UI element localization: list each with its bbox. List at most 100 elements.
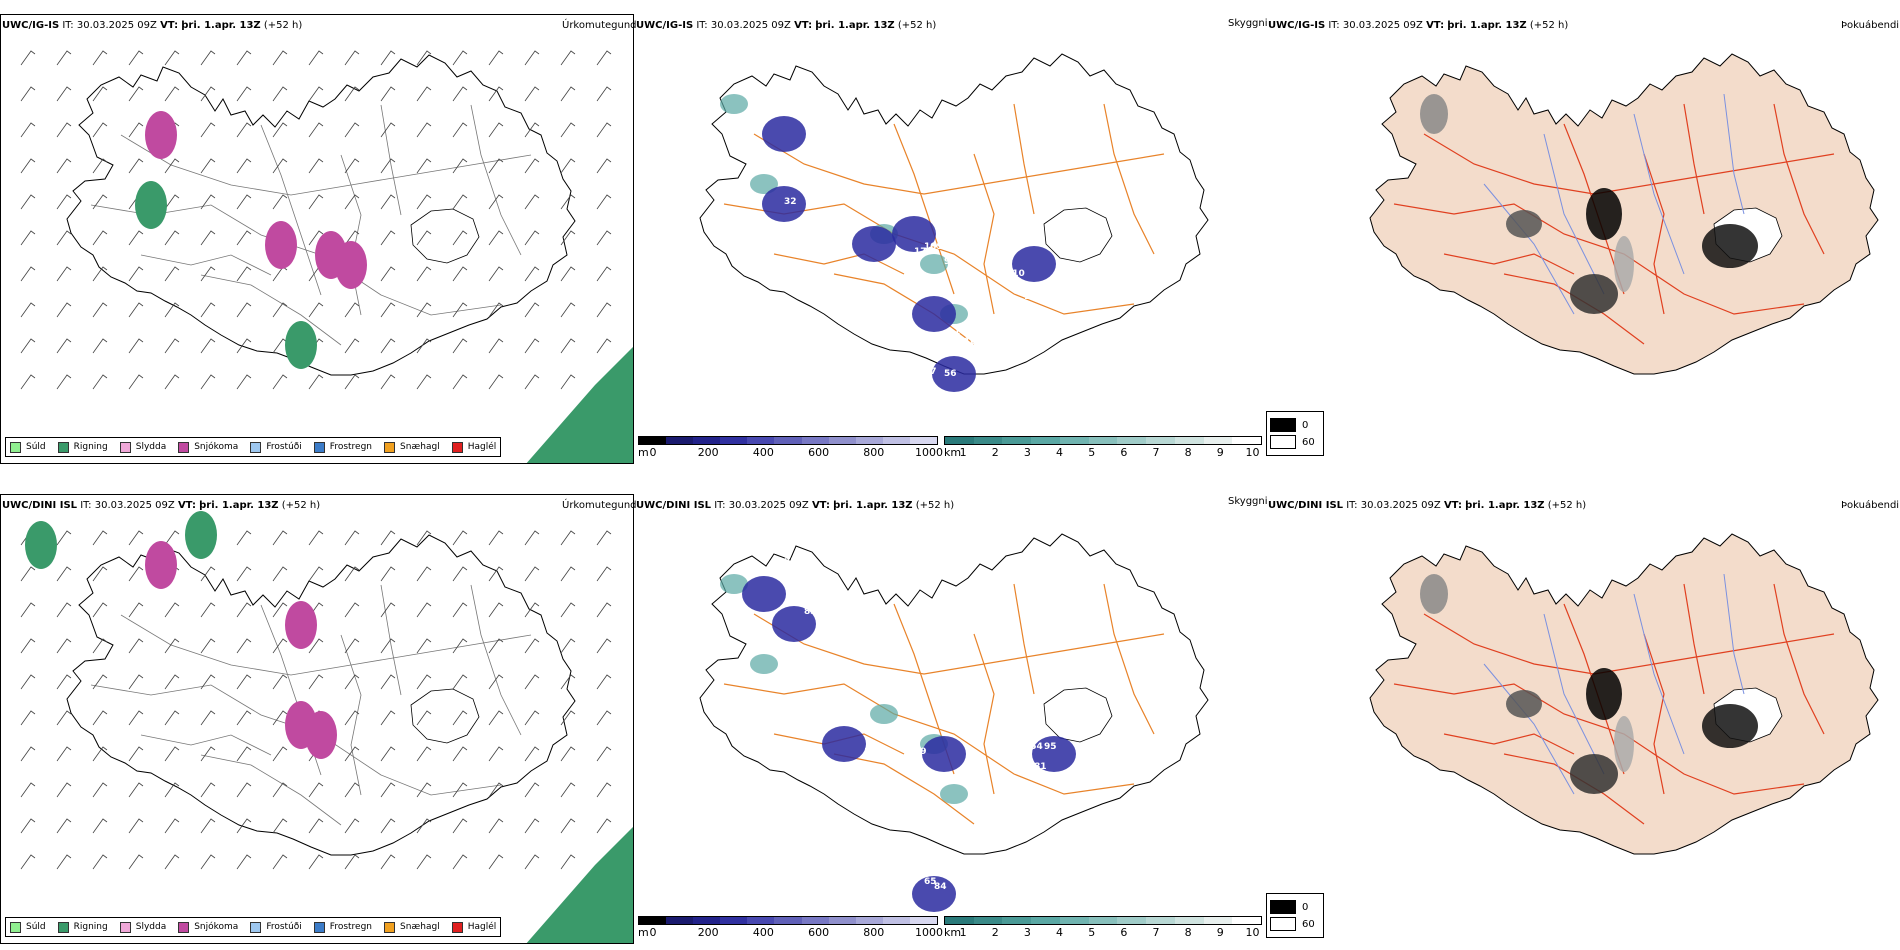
precip-area xyxy=(526,347,633,463)
wind-barb xyxy=(236,50,252,66)
wind-barb xyxy=(380,374,396,390)
wind-barb xyxy=(560,602,576,618)
wind-barb xyxy=(452,338,468,354)
wind-barb xyxy=(344,746,360,762)
wind-barb xyxy=(416,194,432,210)
wind-barb xyxy=(488,530,504,546)
colorbar-ticks: 0 200 400 600 800 1000 xyxy=(638,445,944,459)
colorbar-cell xyxy=(1203,437,1233,444)
wind-barb xyxy=(380,194,396,210)
wind-barb xyxy=(20,122,36,138)
precip-area xyxy=(145,541,177,589)
precip-legend-item: Snæhagl xyxy=(384,921,440,933)
colorbar-tick-label: 400 xyxy=(752,446,774,459)
colorbar-cell xyxy=(1031,437,1060,444)
colorbar-cell xyxy=(855,437,883,444)
wind-barb xyxy=(416,158,432,174)
iceland-map xyxy=(66,534,576,856)
wind-barb xyxy=(416,746,432,762)
road-line xyxy=(1423,133,1835,195)
legend-swatch xyxy=(10,921,21,933)
wind-barb xyxy=(524,194,540,210)
wind-barb xyxy=(20,230,36,246)
precip-type-panel-dini: Súld Rigning Slydda Snjókoma Frostúði Frostre… xyxy=(0,494,634,944)
wind-barb xyxy=(452,638,468,654)
wind-barb xyxy=(56,50,72,66)
precip-legend-item: Slydda xyxy=(119,921,166,933)
wind-barb xyxy=(452,158,468,174)
wind-barb xyxy=(488,230,504,246)
wind-barb xyxy=(200,638,216,654)
legend-label: Haglél xyxy=(467,922,497,932)
wind-barb xyxy=(344,158,360,174)
wind-barb xyxy=(164,374,180,390)
smoke-map-dini xyxy=(1369,533,1879,855)
wind-barb xyxy=(344,338,360,354)
river-line xyxy=(1723,93,1745,215)
wind-barb xyxy=(488,158,504,174)
colorbar-tick-label: 600 xyxy=(808,446,830,459)
wind-barb xyxy=(596,338,612,354)
wind-barb xyxy=(380,302,396,318)
wind-barb xyxy=(272,86,288,102)
wind-barb xyxy=(344,854,360,870)
road-line xyxy=(1393,683,1805,795)
wind-barb xyxy=(164,638,180,654)
wind-barb xyxy=(344,566,360,582)
wind-barb xyxy=(128,674,144,690)
wind-barb xyxy=(164,602,180,618)
colorbar-cell xyxy=(693,437,721,444)
wind-barb xyxy=(560,530,576,546)
wind-barb xyxy=(236,374,252,390)
road-line xyxy=(1393,203,1805,315)
wind-barb xyxy=(452,854,468,870)
ceiling-value-label: 17 xyxy=(884,272,897,282)
legend-swatch xyxy=(10,441,21,453)
road-line xyxy=(833,273,975,345)
wind-barb xyxy=(164,266,180,282)
fog-blob xyxy=(1420,94,1448,134)
road-line xyxy=(380,584,402,696)
wind-barb xyxy=(380,266,396,282)
ceiling-value-label: 32 xyxy=(784,197,797,207)
wind-barb xyxy=(524,602,540,618)
wind-barb xyxy=(236,710,252,726)
legend-label: Snæhagl xyxy=(400,442,440,452)
road-line xyxy=(1013,103,1035,215)
wind-barb xyxy=(380,854,396,870)
colorbar-cell xyxy=(828,917,856,924)
colorbar-tick-label: 800 xyxy=(863,446,885,459)
wind-barb xyxy=(596,782,612,798)
wind-barb xyxy=(560,194,576,210)
visibility-colorbar-dini: km 1 2 3 4 5 6 7 8 9 10 xyxy=(944,916,1262,939)
wind-barb xyxy=(92,374,108,390)
wind-barb xyxy=(344,818,360,834)
wind-barb xyxy=(344,782,360,798)
ceiling-value-label: 146 xyxy=(954,687,973,697)
wind-barb xyxy=(416,374,432,390)
wind-barb xyxy=(20,338,36,354)
ceiling-value-label: 95 xyxy=(1044,742,1057,752)
wind-barb xyxy=(56,230,72,246)
map-title-dini-smoke: UWC/DINI ISL IT: 30.03.2025 09Z VT: þri.… xyxy=(1268,500,1587,511)
wind-barb xyxy=(200,158,216,174)
wind-barb xyxy=(560,566,576,582)
wind-barb xyxy=(56,566,72,582)
wind-barb xyxy=(380,710,396,726)
wind-barb xyxy=(380,746,396,762)
ceiling-value-label: 115 xyxy=(774,97,793,107)
ceiling-value-label: 63 xyxy=(889,277,902,287)
wind-barb xyxy=(200,602,216,618)
wind-barb xyxy=(200,50,216,66)
colorbar-cell xyxy=(1174,917,1204,924)
wind-barb xyxy=(560,746,576,762)
wind-barb xyxy=(452,230,468,246)
wind-barb xyxy=(560,158,576,174)
colorbar-cell xyxy=(1088,437,1118,444)
colorbar-cell xyxy=(1203,917,1233,924)
river-line xyxy=(1633,593,1685,755)
wind-barb xyxy=(20,374,36,390)
wind-barb xyxy=(416,818,432,834)
wind-barb xyxy=(524,854,540,870)
